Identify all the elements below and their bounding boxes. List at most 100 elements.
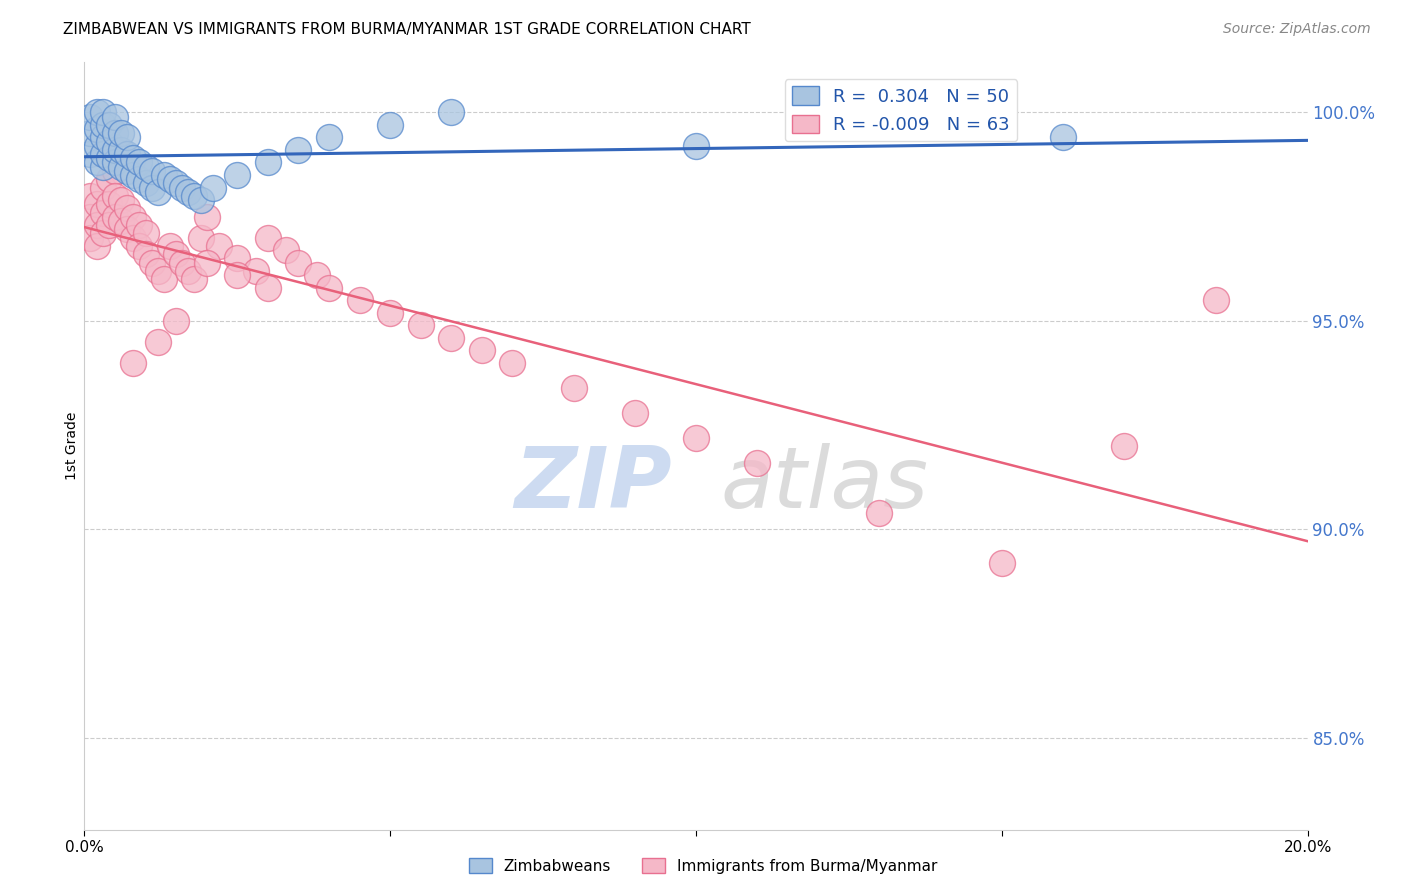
Point [183,189,205,203]
Point [97,218,120,232]
Point [257,155,280,169]
Point [79,147,101,161]
Point [97,197,120,211]
Point [122,151,145,165]
Point [97,118,120,132]
Text: atlas: atlas [720,442,928,526]
Point [165,177,187,191]
Point [122,168,145,182]
Point [349,293,371,307]
Point [869,506,891,520]
Point [86,155,108,169]
Point [409,318,432,332]
Point [1114,439,1136,453]
Point [135,247,157,261]
Point [110,126,132,140]
Point [115,147,138,161]
Point [177,185,200,199]
Point [104,155,127,169]
Point [183,272,205,286]
Point [97,135,120,149]
Point [380,305,402,319]
Point [318,280,340,294]
Point [122,356,145,370]
Point [115,202,138,216]
Point [110,193,132,207]
Point [991,556,1014,570]
Point [165,314,187,328]
Point [195,210,218,224]
Point [91,227,114,241]
Point [104,164,127,178]
Point [201,180,224,194]
Point [97,151,120,165]
Point [110,143,132,157]
Point [747,456,769,470]
Point [135,227,157,241]
Point [86,122,108,136]
Point [104,143,127,157]
Point [91,160,114,174]
Point [245,264,267,278]
Point [318,130,340,145]
Point [91,180,114,194]
Point [110,214,132,228]
Point [380,118,402,132]
Point [86,197,108,211]
Point [226,252,249,266]
Point [146,264,169,278]
Legend: Zimbabweans, Immigrants from Burma/Myanmar: Zimbabweans, Immigrants from Burma/Myanm… [463,852,943,880]
Point [305,268,328,282]
Point [104,110,127,124]
Point [440,330,463,344]
Point [226,268,249,282]
Point [91,105,114,120]
Point [562,381,585,395]
Point [153,168,176,182]
Point [287,255,309,269]
Point [165,247,187,261]
Point [115,222,138,236]
Point [79,126,101,140]
Text: Source: ZipAtlas.com: Source: ZipAtlas.com [1223,22,1371,37]
Text: ZIMBABWEAN VS IMMIGRANTS FROM BURMA/MYANMAR 1ST GRADE CORRELATION CHART: ZIMBABWEAN VS IMMIGRANTS FROM BURMA/MYAN… [63,22,751,37]
Point [1052,130,1074,145]
Point [128,172,150,186]
Point [91,205,114,219]
Point [287,143,309,157]
Point [141,164,163,178]
Legend: R =  0.304   N = 50, R = -0.009   N = 63: R = 0.304 N = 50, R = -0.009 N = 63 [785,79,1017,141]
Point [91,118,114,132]
Point [159,239,181,253]
Point [128,239,150,253]
Point [502,356,524,370]
Point [208,239,231,253]
Y-axis label: 1st Grade: 1st Grade [65,412,79,480]
Point [159,172,181,186]
Point [86,218,108,232]
Point [1205,293,1227,307]
Point [146,334,169,349]
Point [79,230,101,244]
Point [195,255,218,269]
Point [257,280,280,294]
Point [685,431,707,445]
Point [91,130,114,145]
Point [115,164,138,178]
Point [135,177,157,191]
Text: ZIP: ZIP [513,442,672,526]
Point [440,105,463,120]
Point [153,272,176,286]
Point [685,138,707,153]
Point [190,193,212,207]
Point [115,130,138,145]
Point [104,126,127,140]
Point [226,168,249,182]
Point [276,243,298,257]
Point [110,160,132,174]
Point [190,230,212,244]
Point [146,185,169,199]
Point [79,210,101,224]
Point [91,147,114,161]
Point [172,255,194,269]
